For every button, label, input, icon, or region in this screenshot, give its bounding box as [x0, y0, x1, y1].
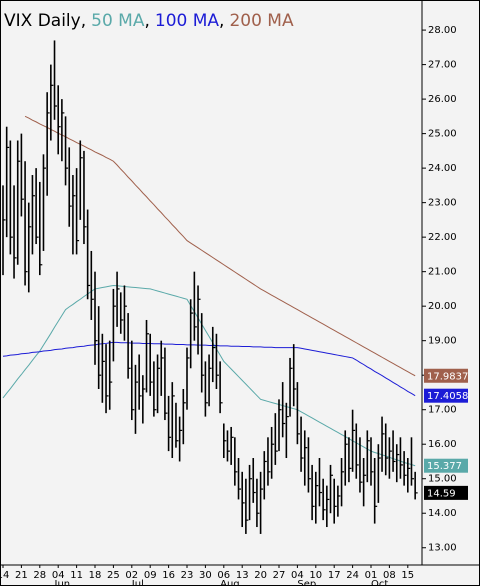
ma-end-label-box	[424, 458, 468, 473]
x-tick-label: 01	[365, 570, 378, 581]
month-label: Sep	[297, 579, 316, 586]
x-tick-label: 28	[33, 570, 46, 581]
y-tick-label: 22.00	[428, 232, 457, 243]
legend-entry: 100 MA	[155, 11, 220, 31]
x-tick-label: 23	[181, 570, 194, 581]
month-label: Jun	[54, 579, 71, 586]
y-tick-label: 25.00	[428, 129, 457, 140]
legend-separator: ,	[144, 11, 149, 31]
x-tick-label: 24	[346, 570, 359, 581]
ma-end-label-box	[424, 368, 468, 383]
x-tick-label: 18	[89, 570, 102, 581]
x-tick-label: 04	[52, 570, 65, 581]
ma-line	[24, 115, 416, 377]
ma-line	[2, 284, 416, 467]
legend-entry: 50 MA	[91, 11, 145, 31]
x-tick-label: 04	[291, 570, 304, 581]
chart-title: VIX Daily, 50 MA, 100 MA, 200 MA	[4, 11, 294, 31]
ma-end-label: 17.4058	[427, 391, 468, 402]
x-tick-label: 08	[383, 570, 396, 581]
y-tick-label: 16.00	[428, 439, 457, 450]
plot-area	[2, 40, 418, 534]
month-label: Aug	[220, 579, 240, 586]
y-tick-label: 17.00	[428, 405, 457, 416]
x-tick-label: 09	[144, 570, 157, 581]
x-tick-label: 30	[199, 570, 212, 581]
y-tick-label: 20.00	[428, 301, 457, 312]
y-tick-label: 14.00	[428, 508, 457, 519]
ma-end-label: 17.9837	[427, 371, 468, 382]
title-text: VIX Daily,	[4, 11, 86, 31]
y-tick-label: 23.00	[428, 198, 457, 209]
x-tick-label: 21	[15, 570, 28, 581]
ma-end-label-box	[424, 388, 468, 403]
ma-line	[2, 341, 416, 397]
legend-separator: ,	[219, 11, 224, 31]
y-tick-label: 27.00	[428, 60, 457, 71]
close-end-label: 14.59	[427, 488, 456, 499]
y-tick-label: 21.00	[428, 267, 457, 278]
x-tick-label: 16	[162, 570, 175, 581]
x-tick-label: 27	[273, 570, 286, 581]
x-tick-label: 13	[236, 570, 249, 581]
month-label: Jul	[131, 579, 144, 586]
x-tick-label: 06	[217, 570, 230, 581]
x-tick-label: 17	[328, 570, 341, 581]
x-tick-label: 02	[125, 570, 138, 581]
month-label: Oct	[371, 579, 388, 586]
y-tick-label: 19.00	[428, 336, 457, 347]
legend-entry: 200 MA	[229, 11, 294, 31]
y-tick-label: 28.00	[428, 25, 457, 36]
x-tick-label: 14	[0, 570, 9, 581]
y-tick-label: 15.00	[428, 474, 457, 485]
y-tick-label: 24.00	[428, 163, 457, 174]
y-tick-label: 26.00	[428, 94, 457, 105]
ma-end-label: 15.377	[427, 461, 462, 472]
x-tick-label: 10	[309, 570, 322, 581]
x-tick-label: 11	[70, 570, 83, 581]
x-tick-label: 20	[254, 570, 267, 581]
close-end-label-box	[424, 485, 468, 500]
y-tick-label: 13.00	[428, 543, 457, 554]
x-tick-label: 15	[401, 570, 414, 581]
x-tick-label: 25	[107, 570, 120, 581]
